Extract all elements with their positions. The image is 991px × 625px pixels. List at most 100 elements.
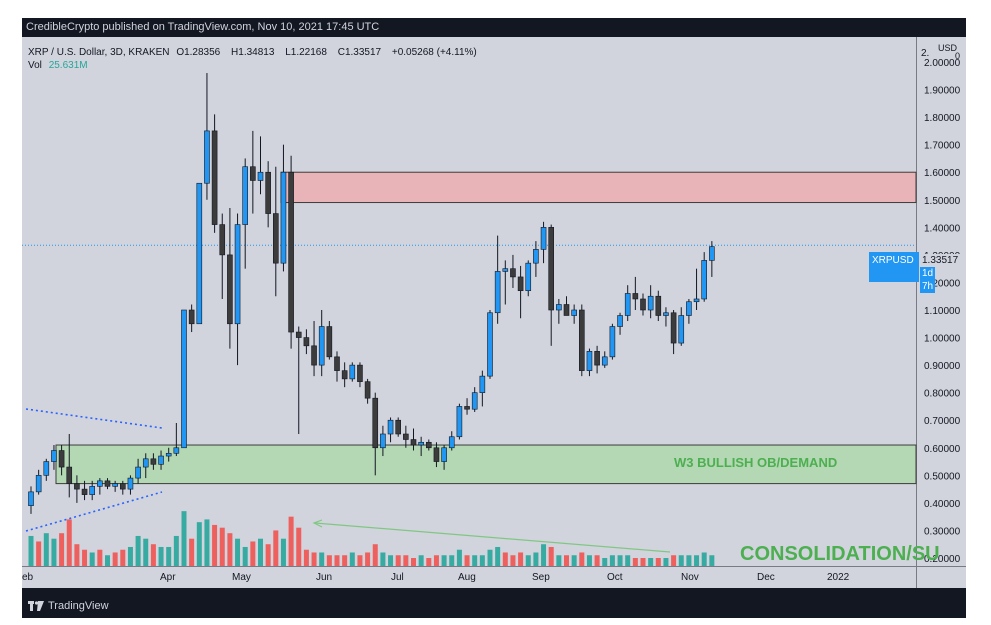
chart-canvas[interactable]: USD 2. 0 2.00000 1.90000 1.80000 1.70000 1.6… (22, 18, 966, 618)
volume-bar (640, 558, 646, 566)
candle-body (387, 419, 394, 435)
volume-bar (82, 549, 88, 566)
volume-bar (105, 555, 110, 566)
candle-body (556, 304, 562, 311)
volume-bar (525, 555, 531, 566)
candle-body (647, 295, 654, 311)
volume-bar (296, 527, 302, 566)
volume-bar (273, 530, 279, 566)
price-tag-countdown: 1d 7h (920, 267, 936, 293)
candle-body (586, 351, 593, 371)
volume-layer (28, 511, 715, 566)
volume-bar (51, 538, 57, 566)
volume-bar (418, 555, 424, 566)
volume-bar (173, 535, 179, 566)
volume-bar (441, 555, 447, 566)
candle-body (425, 441, 432, 449)
candle-body (150, 458, 157, 465)
volume-bar (388, 555, 394, 566)
ohlc-change: +0.05268 (+4.11%) (391, 47, 477, 58)
ohlc-legend: XRP / U.S. Dollar, 3D, KRAKEN O1.28356 H… (28, 47, 481, 58)
candle-body (273, 213, 279, 264)
y-tick-label: 1.00000 (924, 334, 961, 345)
y-tick-label: 2.00000 (924, 58, 961, 69)
axis-unit-zero: 0 (955, 51, 960, 61)
volume-bar (510, 555, 516, 566)
volume-bar (43, 533, 49, 566)
candle-body (372, 397, 379, 449)
candle-body (81, 488, 88, 495)
candle-body (433, 447, 440, 462)
last-price-tag: XRPUSD 1.33517 1d 7h (869, 252, 961, 293)
candle-body (479, 375, 486, 393)
y-tick-label: 1.60000 (924, 168, 961, 179)
candle-body (280, 171, 287, 264)
candle-body (517, 276, 524, 292)
volume-bar (556, 555, 562, 566)
tradingview-logo-icon[interactable] (28, 600, 44, 612)
axis-unit-label: USD (938, 43, 958, 53)
candle-body (326, 326, 333, 358)
volume-bar (196, 522, 202, 566)
ohlc-open: O1.28356 (176, 47, 221, 58)
volume-bar (686, 555, 692, 566)
candle-body (624, 293, 631, 316)
time-axis[interactable] (22, 567, 916, 588)
symbol-label[interactable]: XRP / U.S. Dollar, 3D, KRAKEN (28, 47, 170, 58)
candle-body (181, 309, 187, 449)
candle-body (663, 312, 669, 316)
candle-body (295, 331, 302, 338)
candle-body (303, 337, 310, 347)
tradingview-brand-text[interactable]: TradingView (48, 600, 109, 612)
candle-body (380, 433, 386, 449)
candle-body (173, 447, 180, 454)
candle-body (104, 480, 111, 487)
y-tick-label: 1.20000 (924, 278, 961, 289)
volume-bar (319, 552, 325, 566)
volume-label[interactable]: Vol (28, 60, 42, 71)
candle-body (341, 370, 348, 380)
chart-frame: CredibleCrypto published on TradingView.… (22, 18, 966, 618)
volume-bar (518, 552, 524, 566)
price-axis[interactable] (917, 37, 966, 567)
y-tick-label: 1.10000 (924, 306, 961, 317)
volume-bar (625, 555, 631, 566)
volume-legend: Vol 25.631M (28, 60, 92, 71)
volume-bar (28, 535, 34, 566)
volume-bar (694, 555, 700, 566)
candle-body (709, 246, 715, 261)
y-tick-label: 1.90000 (924, 86, 961, 97)
candle-body (43, 461, 50, 476)
candle-body (158, 455, 164, 465)
y-tick-label: 1.70000 (924, 141, 961, 152)
candle-body (211, 130, 218, 225)
candle-body (196, 182, 203, 325)
axis-corner (917, 567, 966, 588)
x-tick-label: Apr (160, 572, 176, 583)
y-tick-label: 0.30000 (924, 526, 961, 537)
volume-bar (709, 555, 715, 566)
candle-body (403, 433, 409, 440)
candle-body (227, 254, 233, 325)
volume-bar (120, 549, 126, 566)
y-axis-ticks: 2.00000 1.90000 1.80000 1.70000 1.60000 1.500… (924, 58, 961, 565)
demand-zone (55, 444, 917, 485)
volume-bar (204, 519, 210, 566)
volume-bar (372, 544, 378, 566)
candle-body (670, 312, 677, 344)
volume-bar (594, 555, 600, 566)
volume-bar (97, 549, 103, 566)
volume-bar (541, 544, 547, 566)
volume-bar (411, 558, 416, 566)
candle-body (563, 304, 570, 316)
y-tick-label: 0.70000 (924, 416, 961, 427)
volume-bar (235, 538, 241, 566)
candle-body (257, 171, 264, 181)
x-tick-label: Dec (757, 572, 775, 583)
x-tick-label: Sep (532, 572, 550, 583)
y-tick-label: 0.90000 (924, 361, 961, 372)
candle-body (51, 450, 57, 462)
volume-bar (334, 555, 340, 566)
candle-body (28, 491, 34, 506)
candle-body (250, 166, 256, 181)
